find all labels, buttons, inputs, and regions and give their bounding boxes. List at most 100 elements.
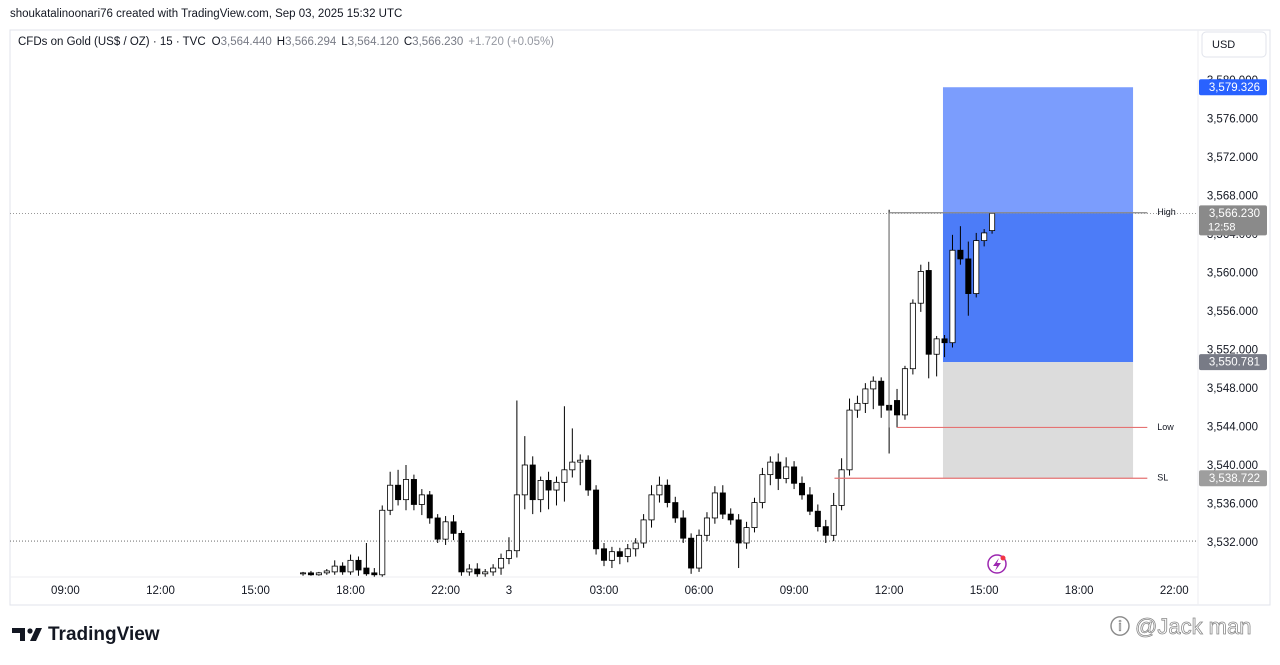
- ohlc-value: 3,564.440: [221, 36, 272, 48]
- y-tick-label: 3,536.000: [1207, 499, 1258, 511]
- x-tick-label: 3: [506, 585, 512, 597]
- target-badge-label: 3,579.326: [1209, 82, 1260, 94]
- candle-body: [569, 461, 576, 471]
- candle-body: [806, 494, 813, 512]
- entry-badge: [1199, 354, 1267, 371]
- candle-body: [418, 494, 425, 505]
- x-tick-label: 09:00: [51, 585, 80, 597]
- candle-body: [450, 521, 457, 534]
- level-label: SL: [1157, 473, 1168, 483]
- alert-icon[interactable]: [987, 554, 1007, 574]
- candle-body: [822, 526, 829, 536]
- candle-body: [656, 484, 663, 496]
- candle-body: [387, 484, 394, 511]
- y-tick-label: 3,572.000: [1207, 152, 1258, 164]
- candle-body: [331, 565, 338, 573]
- ohlc-key: L: [341, 36, 348, 48]
- last-price-label: 3,566.230: [1209, 208, 1260, 220]
- candle-body: [395, 484, 402, 501]
- level-label: High: [1157, 207, 1176, 217]
- candle-body: [347, 559, 354, 573]
- ohlc-key: H: [277, 36, 285, 48]
- candle-body: [680, 517, 687, 539]
- last-price-badge: [1199, 205, 1267, 236]
- candle-body: [703, 517, 710, 536]
- y-tick-label: 3,556.000: [1207, 306, 1258, 318]
- credit: shoukatalinoonari76 created with Trading…: [10, 8, 402, 20]
- candle-body: [537, 480, 544, 501]
- candle-body: [513, 494, 520, 552]
- candle-body: [981, 232, 988, 242]
- entry-badge-label: 3,550.781: [1209, 357, 1260, 369]
- symbol: CFDs on Gold (US$ / OZ) · 15 · TVC: [18, 36, 206, 48]
- currency-button[interactable]: [1201, 31, 1267, 58]
- candle-body: [917, 271, 924, 304]
- candle-body: [973, 240, 980, 294]
- x-tick-label: 12:00: [146, 585, 175, 597]
- candle-body: [743, 527, 750, 544]
- x-tick-label: 22:00: [1160, 585, 1189, 597]
- watermark: @Jack man: [1135, 614, 1251, 639]
- chart-frame: [9, 29, 1271, 606]
- candle-body: [561, 469, 568, 483]
- candle-body: [600, 548, 608, 561]
- candle-body: [735, 519, 742, 544]
- candle-body: [767, 461, 774, 476]
- candle-body: [608, 551, 615, 561]
- stop-badge: [1199, 470, 1267, 487]
- x-tick-label: 03:00: [590, 585, 619, 597]
- candle-body: [854, 402, 861, 411]
- candle-body: [933, 338, 940, 355]
- level-label: Low: [1157, 422, 1174, 432]
- y-tick-label: 3,532.000: [1207, 537, 1258, 549]
- candle-body: [719, 492, 726, 515]
- candle-body: [490, 567, 497, 573]
- profit-zone: [942, 213, 1134, 363]
- candle-body: [965, 258, 972, 294]
- candle-body: [339, 565, 346, 573]
- x-tick-label: 15:00: [241, 585, 270, 597]
- candle-body: [862, 388, 869, 404]
- candle-body: [442, 521, 449, 540]
- y-tick-label: 3,568.000: [1207, 190, 1258, 202]
- candle-body: [315, 572, 322, 576]
- candle-body: [585, 459, 592, 491]
- candle-body: [846, 409, 853, 471]
- candle-body: [909, 302, 916, 370]
- candle-body: [870, 380, 877, 390]
- candle-body: [941, 338, 948, 344]
- candle-body: [798, 482, 806, 496]
- candle-body: [529, 464, 536, 501]
- y-tick-label: 3,540.000: [1207, 460, 1258, 472]
- candle-body: [957, 249, 964, 260]
- y-tick-label: 3,576.000: [1207, 113, 1258, 125]
- candle-body: [434, 517, 441, 540]
- candle-body: [672, 502, 679, 519]
- stop-badge-label: 3,538.722: [1209, 473, 1260, 485]
- candle-body: [791, 466, 798, 484]
- candle-body: [458, 532, 465, 573]
- candle-body: [616, 551, 623, 557]
- ohlc-value: 3,564.120: [348, 36, 399, 48]
- candle-body: [632, 542, 639, 550]
- y-tick-label: 3,548.000: [1207, 383, 1258, 395]
- candle-body: [300, 572, 307, 575]
- candle-body: [925, 270, 932, 355]
- x-tick-label: 09:00: [780, 585, 809, 597]
- brand-logo: [12, 628, 42, 641]
- candle-body: [482, 571, 489, 575]
- candle-body: [402, 479, 410, 501]
- candle-body: [664, 484, 671, 503]
- ohlc-value: 3,566.294: [285, 36, 337, 48]
- watermark-icon: ⓘ: [1110, 615, 1130, 638]
- candle-body: [426, 494, 433, 519]
- candle-body: [521, 464, 528, 496]
- countdown: 12:58: [1208, 221, 1236, 233]
- candle-body: [624, 548, 631, 557]
- candle-body: [830, 505, 837, 536]
- candle-body: [751, 502, 758, 528]
- candle-body: [783, 466, 790, 479]
- currency: USD: [1212, 39, 1235, 51]
